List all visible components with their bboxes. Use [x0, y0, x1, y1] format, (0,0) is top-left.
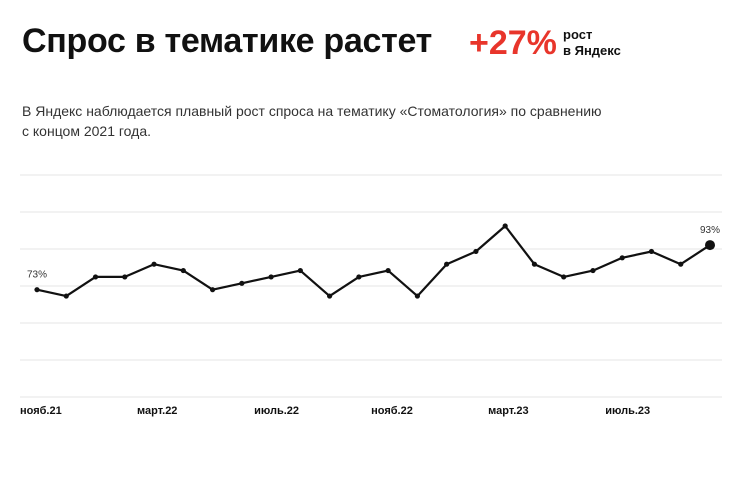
series-line — [36, 224, 711, 298]
description-line2: с концом 2021 года. — [22, 123, 152, 139]
data-point — [63, 293, 69, 299]
growth-caption: рост в Яндекс — [563, 27, 621, 59]
data-point — [531, 261, 538, 267]
data-point — [151, 261, 157, 267]
data-point — [678, 261, 684, 267]
x-tick-label: нояб.22 — [371, 405, 413, 417]
data-point — [297, 267, 303, 274]
data-point — [34, 287, 40, 293]
data-point — [122, 274, 128, 280]
data-point — [92, 274, 99, 280]
data-point-end — [705, 240, 715, 251]
x-tick-label: март.22 — [137, 405, 177, 417]
data-point — [209, 287, 216, 293]
x-tick-label: нояб.21 — [20, 405, 62, 417]
x-tick-label: июль.22 — [254, 405, 299, 417]
data-point — [619, 255, 625, 261]
data-point — [414, 293, 420, 299]
data-point — [268, 274, 274, 280]
data-point — [385, 267, 391, 274]
chart-description: В Яндекс наблюдается плавный рост спроса… — [22, 101, 622, 141]
data-point — [180, 267, 186, 274]
data-point — [473, 248, 479, 255]
data-point — [502, 223, 508, 229]
data-label: 93% — [700, 225, 720, 236]
data-point — [327, 293, 333, 299]
x-tick-label: март.23 — [488, 405, 528, 417]
x-tick-label: июль.23 — [605, 405, 650, 417]
data-point — [239, 280, 245, 286]
data-point — [590, 267, 596, 274]
data-point — [561, 274, 567, 280]
data-point — [356, 274, 362, 280]
description-line1: В Яндекс наблюдается плавный рост спроса… — [22, 103, 602, 119]
growth-caption-line2: в Яндекс — [563, 43, 621, 58]
growth-value: +27% — [469, 24, 557, 62]
data-label: 73% — [27, 270, 47, 281]
page-title: Спрос в тематике растет — [22, 22, 432, 60]
data-point — [444, 261, 450, 267]
data-point — [648, 248, 655, 255]
growth-caption-line1: рост — [563, 27, 593, 42]
